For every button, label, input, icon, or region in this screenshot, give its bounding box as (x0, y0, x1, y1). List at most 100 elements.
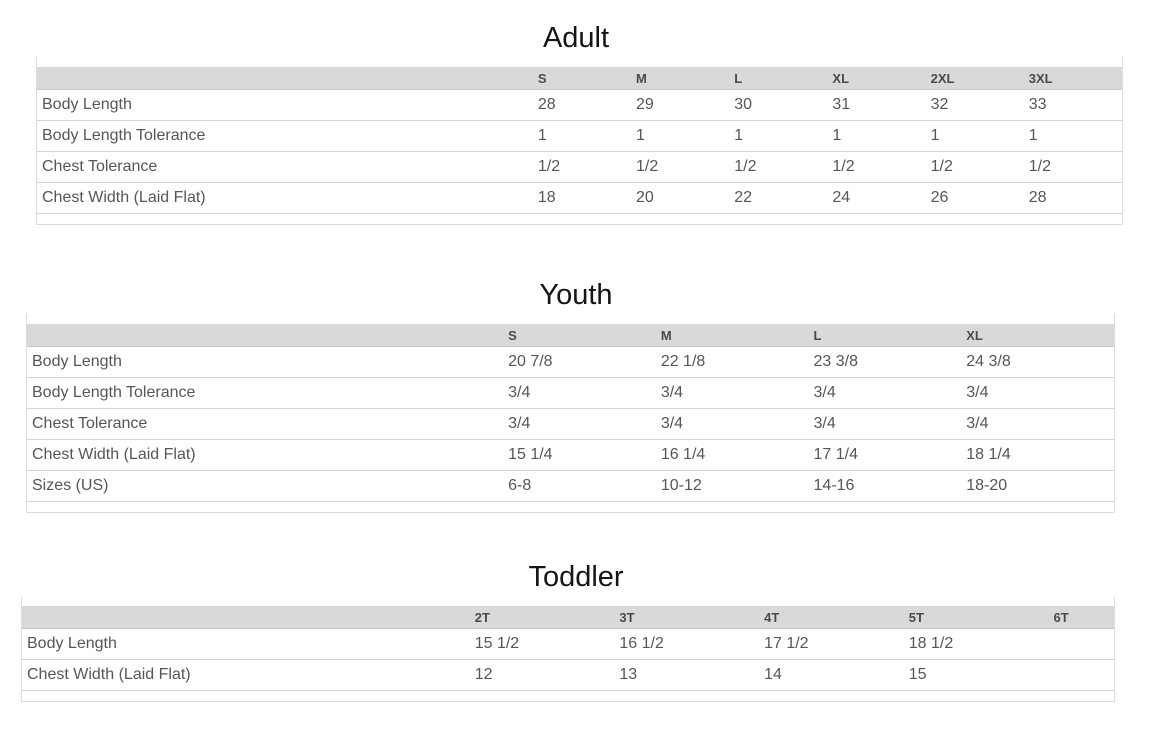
size-value-cell: 1/2 (925, 151, 1024, 183)
table-row: Body Length 28 29 30 31 32 33 (37, 89, 1122, 121)
size-value-cell: 3/4 (503, 408, 656, 440)
size-table-box-adult: S M L XL 2XL 3XL Body Length 28 29 30 31 32 33 Body L… (36, 57, 1123, 225)
header-row: S M L XL (27, 324, 1114, 347)
size-value-cell: 10-12 (655, 470, 809, 502)
size-value-cell: 12 (469, 659, 615, 691)
size-chart-section-toddler: Toddler 2T 3T 4T 5T 6T Body Length 15 1/2 16 1/… (0, 559, 1152, 702)
size-value-cell: 3/4 (961, 408, 1114, 440)
size-value-cell: 17 1/2 (759, 628, 904, 660)
row-label: Sizes (US) (27, 470, 504, 502)
size-value-cell: 14-16 (808, 470, 962, 502)
size-value-cell: 18 (532, 182, 632, 214)
size-value-cell: 15 1/4 (503, 439, 656, 471)
row-label: Chest Width (Laid Flat) (37, 182, 533, 214)
size-value-cell: 18 1/2 (903, 628, 1049, 660)
size-column-header: 4T (759, 606, 904, 629)
size-value-cell: 24 (827, 182, 926, 214)
row-label: Chest Tolerance (27, 408, 504, 440)
size-column-header: XL (827, 67, 926, 90)
size-value-cell: 1/2 (631, 151, 730, 183)
size-value-cell: 1/2 (827, 151, 926, 183)
size-value-cell: 1 (532, 120, 632, 152)
size-value-cell: 1 (631, 120, 730, 152)
size-value-cell: 33 (1023, 89, 1122, 121)
size-column-header: 3T (614, 606, 760, 629)
size-value-cell: 3/4 (961, 377, 1114, 409)
size-value-cell: 29 (631, 89, 730, 121)
size-column-header: 5T (903, 606, 1049, 629)
row-label: Chest Width (Laid Flat) (22, 659, 470, 691)
size-value-cell: 32 (925, 89, 1024, 121)
chart-title-adult: Adult (542, 22, 610, 54)
size-value-cell: 28 (532, 89, 632, 121)
header-row: S M L XL 2XL 3XL (37, 67, 1122, 90)
size-value-cell: 6-8 (503, 470, 656, 502)
row-label: Chest Tolerance (37, 151, 533, 183)
size-column-header: XL (961, 324, 1114, 347)
size-column-header: 6T (1048, 606, 1114, 629)
size-value-cell: 13 (614, 659, 760, 691)
size-table-box-toddler: 2T 3T 4T 5T 6T Body Length 15 1/2 16 1/2 17 1/2 1… (21, 596, 1115, 702)
header-row: 2T 3T 4T 5T 6T (22, 606, 1114, 629)
size-value-cell: 1 (1023, 120, 1122, 152)
row-label: Body Length Tolerance (27, 377, 504, 409)
table-row: Chest Tolerance 3/4 3/4 3/4 3/4 (27, 408, 1114, 440)
row-label-header-blank (27, 324, 504, 347)
size-value-cell: 30 (729, 89, 828, 121)
size-value-cell: 18-20 (961, 470, 1114, 502)
table-row: Chest Tolerance 1/2 1/2 1/2 1/2 1/2 1/2 (37, 151, 1122, 183)
size-table-adult: S M L XL 2XL 3XL Body Length 28 29 30 31 32 33 Body L… (37, 67, 1122, 214)
size-value-cell (1048, 659, 1114, 691)
size-chart-section-youth: Youth S M L XL Body Length 20 7/8 22 1/8 23 3/8… (0, 277, 1152, 513)
chart-title-youth: Youth (539, 279, 613, 311)
size-value-cell: 16 1/2 (614, 628, 760, 660)
row-label: Chest Width (Laid Flat) (27, 439, 504, 471)
chart-title-toddler: Toddler (528, 561, 624, 593)
size-value-cell: 1 (925, 120, 1024, 152)
size-value-cell: 14 (759, 659, 904, 691)
row-label: Body Length (27, 346, 504, 378)
table-row: Body Length 15 1/2 16 1/2 17 1/2 18 1/2 (22, 628, 1114, 660)
table-row: Body Length Tolerance 3/4 3/4 3/4 3/4 (27, 377, 1114, 409)
size-value-cell: 3/4 (808, 377, 962, 409)
size-value-cell: 26 (925, 182, 1024, 214)
size-value-cell: 16 1/4 (655, 439, 809, 471)
size-value-cell: 1 (729, 120, 828, 152)
size-chart-section-adult: Adult S M L XL 2XL 3XL Body Length 28 29 30 31 32 33… (0, 20, 1152, 225)
size-value-cell: 15 1/2 (469, 628, 615, 660)
table-row: Body Length 20 7/8 22 1/8 23 3/8 24 3/8 (27, 346, 1114, 378)
size-value-cell: 3/4 (655, 377, 809, 409)
size-table-box-youth: S M L XL Body Length 20 7/8 22 1/8 23 3/8 24 3/8… (26, 314, 1115, 513)
size-column-header: M (631, 67, 730, 90)
table-row: Chest Width (Laid Flat) 15 1/4 16 1/4 17 1/… (27, 439, 1114, 471)
row-label: Body Length Tolerance (37, 120, 533, 152)
size-value-cell: 20 (631, 182, 730, 214)
table-row: Chest Width (Laid Flat) 12 13 14 15 (22, 659, 1114, 691)
size-value-cell: 28 (1023, 182, 1122, 214)
size-value-cell: 1/2 (729, 151, 828, 183)
size-column-header: M (655, 324, 809, 347)
size-value-cell: 20 7/8 (503, 346, 656, 378)
size-value-cell: 1 (827, 120, 926, 152)
size-value-cell (1048, 628, 1114, 660)
size-column-header: L (729, 67, 828, 90)
size-value-cell: 15 (903, 659, 1049, 691)
size-value-cell: 18 1/4 (961, 439, 1114, 471)
size-column-header: S (532, 67, 632, 90)
size-column-header: L (808, 324, 962, 347)
size-value-cell: 1/2 (1023, 151, 1122, 183)
row-label: Body Length (22, 628, 470, 660)
size-column-header: 3XL (1023, 67, 1122, 90)
size-table-toddler: 2T 3T 4T 5T 6T Body Length 15 1/2 16 1/2 17 1/2 1… (22, 606, 1114, 691)
table-row: Chest Width (Laid Flat) 18 20 22 24 26 28 (37, 182, 1122, 214)
size-value-cell: 3/4 (655, 408, 809, 440)
size-value-cell: 3/4 (808, 408, 962, 440)
size-value-cell: 22 1/8 (655, 346, 809, 378)
row-label-header-blank (37, 67, 533, 90)
row-label: Body Length (37, 89, 533, 121)
size-value-cell: 23 3/8 (808, 346, 962, 378)
table-row: Sizes (US) 6-8 10-12 14-16 18-20 (27, 470, 1114, 502)
size-value-cell: 22 (729, 182, 828, 214)
size-value-cell: 3/4 (503, 377, 656, 409)
size-column-header: 2XL (925, 67, 1024, 90)
